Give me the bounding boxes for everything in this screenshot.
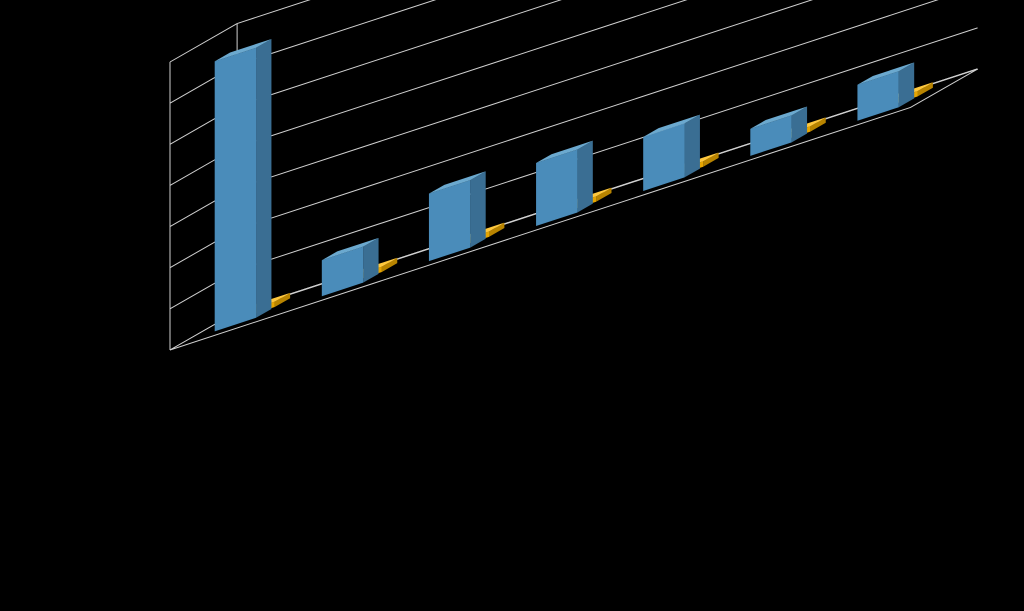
- bars: [215, 39, 933, 331]
- bar-chart-3d: [0, 0, 1024, 611]
- bar-1-series-1: [215, 39, 272, 331]
